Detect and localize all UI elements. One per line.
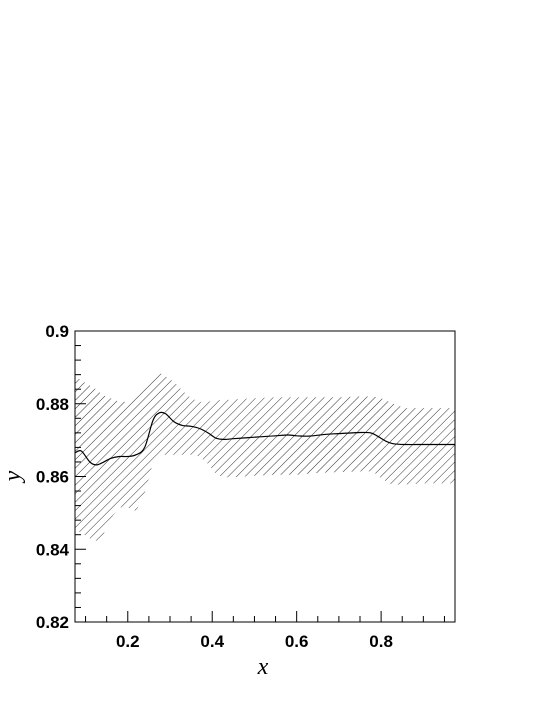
y-tick-label: 0.88 xyxy=(36,395,69,414)
x-tick-label: 0.6 xyxy=(285,632,309,651)
x-axis-label: x xyxy=(257,654,269,680)
uncertainty-band xyxy=(75,372,455,541)
x-tick-label: 0.8 xyxy=(369,632,393,651)
x-tick-label: 0.4 xyxy=(200,632,224,651)
y-tick-label: 0.86 xyxy=(36,468,69,487)
x-tick-label: 0.2 xyxy=(116,632,140,651)
y-tick-label: 0.9 xyxy=(45,322,69,341)
series-line xyxy=(74,411,455,466)
y-tick-label: 0.84 xyxy=(36,540,70,559)
y-tick-label: 0.82 xyxy=(36,613,69,632)
y-axis-label: y xyxy=(0,470,26,483)
